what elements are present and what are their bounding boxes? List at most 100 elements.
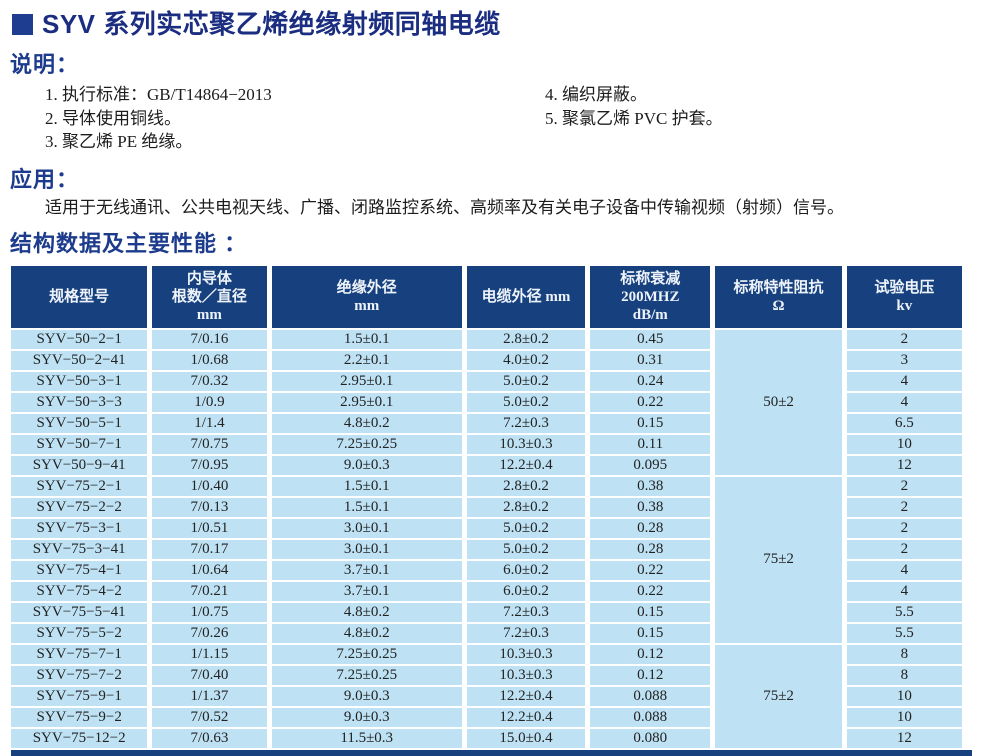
- cell-attenuation: 0.15: [590, 623, 711, 643]
- cell-model: SYV−75−2−1: [11, 476, 148, 496]
- cell-cable-od: 7.2±0.3: [466, 413, 586, 433]
- cell-conductor: 1/1.4: [152, 413, 267, 433]
- cell-insulation-od: 3.7±0.1: [271, 581, 462, 601]
- cell-model: SYV−50−5−1: [11, 413, 148, 433]
- cell-conductor: 1/0.75: [152, 602, 267, 622]
- cell-insulation-od: 2.95±0.1: [271, 392, 462, 412]
- column-header: 规格型号: [11, 265, 148, 328]
- cell-test-voltage: 2: [846, 329, 962, 349]
- cell-model: SYV−75−5−41: [11, 602, 148, 622]
- cell-cable-od: 6.0±0.2: [466, 581, 586, 601]
- cell-test-voltage: 4: [846, 371, 962, 391]
- cell-test-voltage: 10: [846, 707, 962, 727]
- cell-model: SYV−75−7−2: [11, 665, 148, 685]
- table-row: SYV−75−2−2 7/0.13 1.5±0.1 2.8±0.2 0.38 2: [11, 497, 962, 517]
- cell-model: SYV−75−5−2: [11, 623, 148, 643]
- cell-conductor: 7/0.16: [152, 329, 267, 349]
- column-header: 标称衰减 200MHZ dB/m: [590, 265, 711, 328]
- header-row: 规格型号 内导体 根数／直径 mm 绝缘外径 mm 电缆外径 mm 标称衰减 200MHZ dB/…: [11, 265, 962, 328]
- table-row: SYV−75−2−1 1/0.40 1.5±0.1 2.8±0.2 0.38 75±2 2: [11, 476, 962, 643]
- column-header: 内导体 根数／直径 mm: [152, 265, 267, 328]
- cell-test-voltage: 3: [846, 350, 962, 370]
- cell-cable-od: 7.2±0.3: [466, 602, 586, 622]
- cell-conductor: 7/0.75: [152, 434, 267, 454]
- cell-insulation-od: 2.2±0.1: [271, 350, 462, 370]
- column-header: 电缆外径 mm: [466, 265, 586, 328]
- spec-table: 规格型号 内导体 根数／直径 mm 绝缘外径 mm 电缆外径 mm 标称衰减 200MHZ dB/…: [6, 264, 967, 750]
- cell-conductor: 1/1.37: [152, 686, 267, 706]
- cell-cable-od: 12.2±0.4: [466, 455, 586, 475]
- cell-attenuation: 0.088: [590, 686, 711, 706]
- table-row: SYV−50−2−41 1/0.68 2.2±0.1 4.0±0.2 0.31 3: [11, 350, 962, 370]
- title-row: SYV 系列实芯聚乙烯绝缘射频同轴电缆: [12, 9, 980, 39]
- cell-cable-od: 2.8±0.2: [466, 329, 586, 349]
- cell-model: SYV−50−7−1: [11, 434, 148, 454]
- cell-conductor: 7/0.26: [152, 623, 267, 643]
- table-bottom-bar: [11, 749, 972, 756]
- cell-conductor: 1/0.51: [152, 518, 267, 538]
- cell-attenuation: 0.088: [590, 707, 711, 727]
- cell-conductor: 1/1.15: [152, 644, 267, 664]
- cell-cable-od: 5.0±0.2: [466, 518, 586, 538]
- cell-test-voltage: 6.5: [846, 413, 962, 433]
- notes-list-right: 4. 编织屏蔽。 5. 聚氯乙烯 PVC 护套。: [545, 83, 723, 154]
- notes-list-left: 1. 执行标准：GB/T14864−2013 2. 导体使用铜线。 3. 聚乙烯…: [45, 83, 545, 154]
- cell-cable-od: 2.8±0.2: [466, 476, 586, 496]
- cell-insulation-od: 3.0±0.1: [271, 539, 462, 559]
- cell-insulation-od: 1.5±0.1: [271, 497, 462, 517]
- cell-attenuation: 0.22: [590, 560, 711, 580]
- table-row: SYV−50−5−1 1/1.4 4.8±0.2 7.2±0.3 0.15 6.5: [11, 413, 962, 433]
- table-row: SYV−75−5−2 7/0.26 4.8±0.2 7.2±0.3 0.15 5.5: [11, 623, 962, 643]
- column-header: 标称特性阻抗 Ω: [715, 265, 842, 328]
- table-row: SYV−75−12−2 7/0.63 11.5±0.3 15.0±0.4 0.080 12: [11, 728, 962, 748]
- cell-model: SYV−50−3−1: [11, 371, 148, 391]
- spec-table-header: 规格型号 内导体 根数／直径 mm 绝缘外径 mm 电缆外径 mm 标称衰减 200MHZ dB/…: [11, 265, 962, 328]
- cell-impedance-merged: 75±2: [715, 644, 842, 748]
- table-row: SYV−75−4−2 7/0.21 3.7±0.1 6.0±0.2 0.22 4: [11, 581, 962, 601]
- cell-model: SYV−75−9−1: [11, 686, 148, 706]
- cell-test-voltage: 10: [846, 434, 962, 454]
- cell-model: SYV−50−2−1: [11, 329, 148, 349]
- title-square-bullet-icon: [12, 13, 33, 35]
- cell-attenuation: 0.11: [590, 434, 711, 454]
- cell-conductor: 1/0.9: [152, 392, 267, 412]
- cell-insulation-od: 9.0±0.3: [271, 686, 462, 706]
- cell-conductor: 7/0.21: [152, 581, 267, 601]
- cell-insulation-od: 3.7±0.1: [271, 560, 462, 580]
- cell-insulation-od: 4.8±0.2: [271, 413, 462, 433]
- cell-test-voltage: 2: [846, 476, 962, 496]
- cell-insulation-od: 1.5±0.1: [271, 329, 462, 349]
- table-row: SYV−75−3−1 1/0.51 3.0±0.1 5.0±0.2 0.28 2: [11, 518, 962, 538]
- cell-cable-od: 2.8±0.2: [466, 497, 586, 517]
- cell-cable-od: 5.0±0.2: [466, 371, 586, 391]
- cell-impedance-merged: 50±2: [715, 329, 842, 475]
- cell-attenuation: 0.28: [590, 539, 711, 559]
- cell-model: SYV−50−3−3: [11, 392, 148, 412]
- cell-attenuation: 0.22: [590, 392, 711, 412]
- cell-model: SYV−75−4−1: [11, 560, 148, 580]
- cell-conductor: 7/0.32: [152, 371, 267, 391]
- cell-cable-od: 15.0±0.4: [466, 728, 586, 748]
- cell-test-voltage: 4: [846, 392, 962, 412]
- cell-cable-od: 10.3±0.3: [466, 434, 586, 454]
- cell-test-voltage: 2: [846, 518, 962, 538]
- cell-test-voltage: 10: [846, 686, 962, 706]
- cell-insulation-od: 3.0±0.1: [271, 518, 462, 538]
- cell-attenuation: 0.28: [590, 518, 711, 538]
- cell-conductor: 7/0.63: [152, 728, 267, 748]
- spec-table-body: SYV−50−2−1 7/0.16 1.5±0.1 2.8±0.2 0.45 50±2 2 S…: [11, 329, 962, 748]
- column-header: 绝缘外径 mm: [271, 265, 462, 328]
- application-text: 适用于无线通讯、公共电视天线、广播、闭路监控系统、高频率及有关电子设备中传输视频…: [45, 197, 844, 217]
- cell-attenuation: 0.22: [590, 581, 711, 601]
- table-row: SYV−75−9−2 7/0.52 9.0±0.3 12.2±0.4 0.088 10: [11, 707, 962, 727]
- cell-test-voltage: 2: [846, 539, 962, 559]
- cell-attenuation: 0.45: [590, 329, 711, 349]
- cell-attenuation: 0.38: [590, 476, 711, 496]
- table-row: SYV−50−3−3 1/0.9 2.95±0.1 5.0±0.2 0.22 4: [11, 392, 962, 412]
- cell-conductor: 1/0.40: [152, 476, 267, 496]
- cell-model: SYV−75−3−1: [11, 518, 148, 538]
- cell-cable-od: 7.2±0.3: [466, 623, 586, 643]
- note-item: 3. 聚乙烯 PE 绝缘。: [45, 132, 193, 151]
- cell-conductor: 7/0.40: [152, 665, 267, 685]
